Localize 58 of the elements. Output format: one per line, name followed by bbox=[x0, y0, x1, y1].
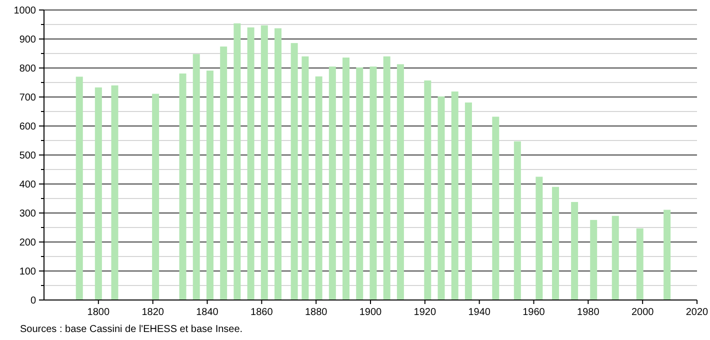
bar bbox=[383, 56, 390, 300]
y-tick-label: 700 bbox=[19, 92, 36, 104]
bar bbox=[342, 58, 350, 300]
x-tick-label: 1920 bbox=[414, 307, 436, 318]
bar bbox=[111, 85, 118, 300]
bar bbox=[179, 74, 186, 300]
bar bbox=[274, 28, 282, 300]
y-tick-label: 400 bbox=[19, 180, 36, 190]
bar bbox=[152, 94, 160, 300]
x-tick-label: 1860 bbox=[250, 307, 274, 318]
bar bbox=[590, 220, 598, 300]
bar bbox=[612, 216, 619, 300]
bar bbox=[664, 210, 671, 300]
bar bbox=[94, 87, 102, 300]
x-tick-label: 1960 bbox=[522, 307, 546, 318]
x-tick-label: 1820 bbox=[142, 307, 164, 318]
bar bbox=[492, 116, 500, 300]
y-tick-label: 800 bbox=[19, 64, 36, 74]
y-tick-label: 300 bbox=[19, 208, 36, 220]
bar bbox=[571, 202, 578, 300]
bar bbox=[536, 176, 543, 300]
bar bbox=[328, 66, 336, 300]
bar bbox=[464, 102, 472, 300]
bar bbox=[290, 43, 298, 300]
bar bbox=[636, 228, 644, 300]
bar bbox=[192, 54, 200, 300]
x-tick-label: 1800 bbox=[87, 307, 110, 318]
x-tick-label: 1840 bbox=[196, 307, 219, 318]
bar bbox=[438, 96, 445, 300]
bar bbox=[76, 76, 83, 300]
bar bbox=[356, 67, 364, 300]
bar bbox=[370, 66, 377, 300]
y-tick-label: 900 bbox=[19, 34, 36, 46]
bar bbox=[247, 27, 254, 300]
bar bbox=[396, 64, 404, 300]
x-tick-label: 2000 bbox=[631, 307, 654, 318]
y-tick-label: 600 bbox=[19, 122, 36, 132]
x-tick-label: 2020 bbox=[686, 307, 709, 318]
bar bbox=[514, 141, 521, 300]
bar bbox=[220, 46, 228, 300]
source-note: Sources : base Cassini de l'EHESS et base Insee. bbox=[20, 324, 243, 335]
y-tick-label: 1000 bbox=[14, 6, 36, 16]
y-tick-label: 200 bbox=[19, 238, 36, 248]
bar bbox=[552, 186, 560, 300]
y-tick-label: 0 bbox=[30, 296, 36, 306]
x-tick-label: 1900 bbox=[359, 307, 382, 318]
bar bbox=[315, 76, 322, 300]
bar bbox=[424, 80, 432, 300]
bar bbox=[451, 91, 458, 300]
x-tick-label: 1980 bbox=[577, 307, 600, 318]
bar bbox=[206, 70, 214, 300]
bar bbox=[260, 25, 268, 300]
x-tick-label: 1940 bbox=[468, 307, 491, 318]
bar bbox=[302, 56, 309, 300]
y-tick-label: 100 bbox=[19, 266, 36, 278]
x-tick-label: 1880 bbox=[304, 307, 328, 318]
y-tick-label: 500 bbox=[19, 150, 36, 162]
bar bbox=[234, 23, 241, 300]
